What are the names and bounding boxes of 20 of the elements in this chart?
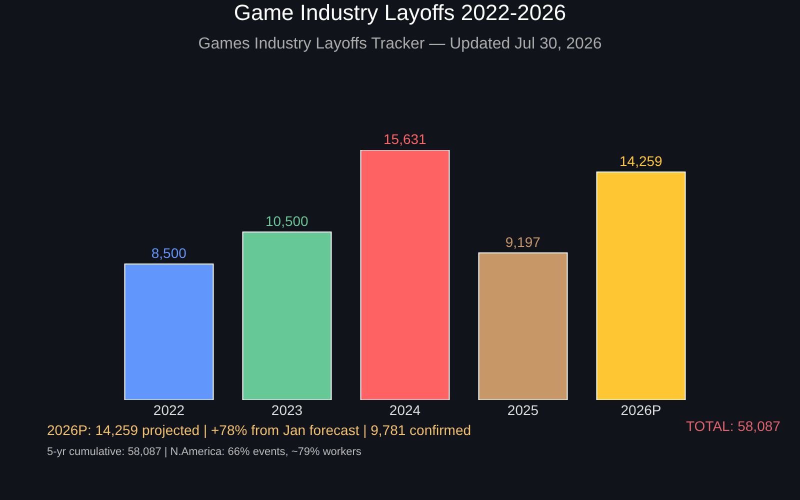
bar	[360, 150, 450, 400]
bar	[124, 264, 214, 400]
data-label: 8,500	[151, 245, 187, 262]
chart-title: Game Industry Layoffs 2022-2026	[234, 0, 566, 25]
x-tick-label: 2022	[153, 402, 185, 418]
x-tick-label: 2026P	[620, 402, 662, 418]
bar	[242, 232, 332, 400]
bar	[478, 252, 568, 400]
x-tick-label: 2023	[271, 402, 303, 418]
x-tick-label: 2025	[507, 402, 539, 418]
data-label: 10,500	[265, 213, 309, 230]
bar	[596, 171, 686, 400]
chart-subtitle: Games Industry Layoffs Tracker — Updated Jul 30, 2026	[198, 36, 602, 53]
data-label: 15,631	[383, 131, 427, 147]
text: 2026P: 14,259 projected | +78% from Jan forecast | 9,781 confirmed	[47, 422, 472, 438]
data-label: 9,197	[505, 234, 541, 250]
data-label: 14,259	[619, 152, 663, 169]
text: 5-yr cumulative: 58,087 | N.America: 66% events, ~79% workers	[47, 446, 362, 458]
x-tick-label: 2024	[389, 402, 421, 418]
text: TOTAL: 58,087	[686, 418, 781, 434]
